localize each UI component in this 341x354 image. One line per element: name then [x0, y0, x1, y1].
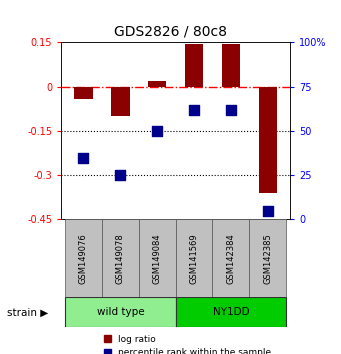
Legend: log ratio, percentile rank within the sample: log ratio, percentile rank within the sa… — [100, 331, 275, 354]
Bar — [74, 87, 93, 98]
FancyBboxPatch shape — [249, 219, 286, 297]
Text: GSM141569: GSM141569 — [190, 233, 198, 284]
Text: GSM149078: GSM149078 — [116, 233, 125, 284]
Bar — [222, 44, 240, 87]
Bar — [185, 44, 203, 87]
FancyBboxPatch shape — [212, 219, 249, 297]
Text: wild type: wild type — [97, 307, 144, 318]
FancyBboxPatch shape — [65, 297, 176, 327]
Bar — [111, 87, 130, 116]
Bar — [258, 87, 277, 193]
Point — [265, 208, 270, 213]
Text: strain ▶: strain ▶ — [7, 307, 48, 318]
Text: GDS2826 / 80c8: GDS2826 / 80c8 — [114, 25, 227, 39]
FancyBboxPatch shape — [176, 297, 286, 327]
Text: GSM142385: GSM142385 — [263, 233, 272, 284]
Bar — [148, 81, 166, 87]
Text: GSM142384: GSM142384 — [226, 233, 235, 284]
FancyBboxPatch shape — [176, 219, 212, 297]
FancyBboxPatch shape — [65, 219, 102, 297]
Point — [118, 172, 123, 178]
FancyBboxPatch shape — [102, 219, 139, 297]
Point — [191, 107, 197, 113]
Text: GSM149084: GSM149084 — [153, 233, 162, 284]
FancyBboxPatch shape — [139, 219, 176, 297]
Point — [154, 128, 160, 134]
Text: GSM149076: GSM149076 — [79, 233, 88, 284]
Point — [81, 155, 86, 160]
Text: NY1DD: NY1DD — [212, 307, 249, 318]
Point — [228, 107, 234, 113]
